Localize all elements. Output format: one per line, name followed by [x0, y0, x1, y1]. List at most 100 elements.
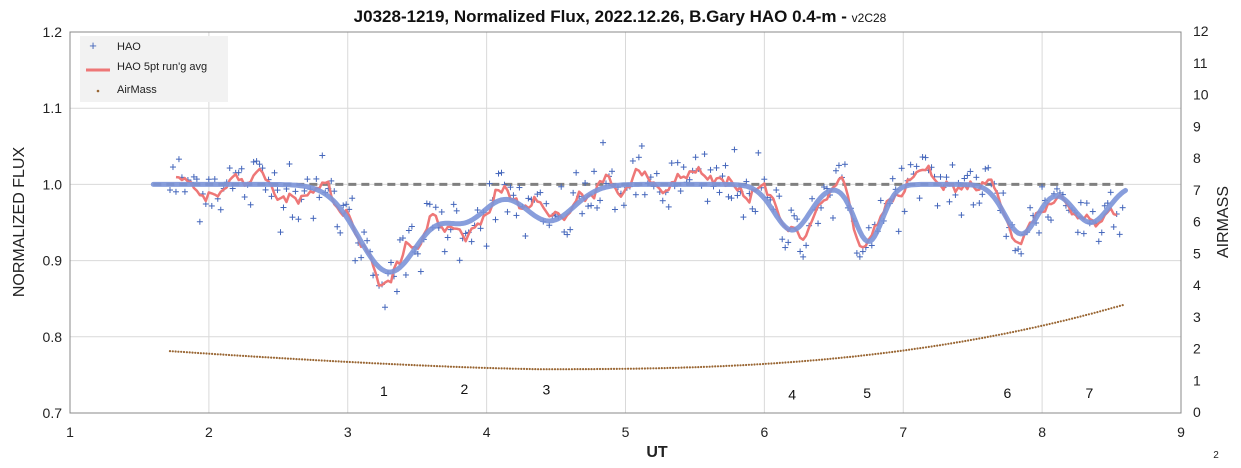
y2-tick-label: 4 — [1193, 277, 1201, 293]
airmass-point — [812, 359, 815, 362]
airmass-point — [958, 340, 961, 344]
airmass-point — [750, 363, 753, 366]
hao-point — [1098, 229, 1105, 236]
airmass-point — [334, 360, 337, 363]
hao-point — [169, 164, 176, 171]
hao-point — [967, 168, 974, 175]
hao-point — [889, 175, 896, 182]
y-tick-label: 1.1 — [43, 100, 63, 116]
hao-point — [800, 253, 807, 260]
hao-point — [295, 216, 302, 223]
airmass-point — [933, 344, 936, 348]
hao-point — [1074, 229, 1081, 236]
airmass-point — [857, 354, 860, 358]
airmass-point — [503, 367, 506, 370]
airmass-point — [964, 339, 967, 343]
hao-point — [1053, 185, 1060, 192]
x-tick-labels: 1 2 3 4 5 6 7 8 9 — [66, 424, 1185, 440]
hao-point — [973, 174, 980, 181]
airmass-point — [981, 336, 984, 340]
airmass-point — [882, 351, 885, 355]
hao-point — [979, 191, 986, 198]
airmass-point — [705, 365, 708, 368]
hao-point — [1110, 223, 1117, 230]
airmass-point — [885, 351, 888, 354]
airmass-point — [860, 354, 863, 357]
airmass-point — [759, 363, 762, 366]
airmass-point — [233, 354, 236, 357]
hao-point — [725, 193, 732, 200]
hao-point — [570, 189, 577, 196]
airmass-point — [306, 358, 309, 361]
airmass-point — [944, 343, 947, 346]
dip-label: 7 — [1085, 385, 1093, 401]
hao-point — [907, 161, 914, 168]
airmass-point — [244, 354, 247, 358]
y-tick-label: 1.2 — [43, 24, 63, 40]
airmass-point — [317, 359, 320, 362]
airmass-point — [1042, 324, 1046, 327]
hao-point — [964, 172, 971, 179]
airmass-point — [660, 367, 663, 370]
airmass-point — [598, 367, 602, 371]
hao-point — [919, 154, 926, 161]
airmass-point — [612, 367, 616, 370]
airmass-point — [278, 357, 281, 360]
airmass-point — [815, 359, 818, 362]
airmass-point — [893, 350, 897, 353]
airmass-point — [559, 368, 562, 371]
dip-label: 6 — [1004, 385, 1012, 401]
airmass-point — [671, 366, 675, 369]
airmass-point — [292, 357, 295, 360]
airmass-point — [1121, 304, 1124, 307]
hao-point — [1018, 250, 1025, 257]
hao-point — [516, 184, 523, 191]
airmass-point — [719, 365, 722, 368]
airmass-point — [301, 358, 304, 361]
airmass-point — [941, 343, 944, 346]
hao-point — [1000, 190, 1007, 197]
hao-point — [310, 215, 317, 222]
airmass-point — [331, 360, 335, 363]
airmass-point — [197, 351, 200, 355]
airmass-point — [989, 335, 992, 338]
airmass-point — [537, 368, 540, 371]
airmass-point — [784, 361, 787, 364]
airmass-point — [778, 361, 781, 364]
airmass-point — [593, 368, 596, 371]
airmass-point — [247, 355, 250, 358]
x-tick-label: 5 — [622, 424, 630, 440]
hao-point — [193, 176, 200, 183]
hao-point — [280, 204, 287, 211]
hao-point — [340, 202, 347, 209]
airmass-point — [1059, 320, 1062, 323]
hao-point — [247, 201, 254, 208]
airmass-point — [742, 364, 745, 367]
hao-point — [564, 231, 571, 238]
hao-point — [474, 207, 481, 214]
hao-point — [916, 195, 923, 202]
airmass-point — [663, 367, 666, 370]
model-curve — [150, 181, 1128, 275]
airmass-point — [930, 345, 933, 348]
airmass-point — [455, 365, 458, 368]
airmass-point — [596, 367, 599, 371]
airmass-point — [421, 364, 424, 367]
hao-point — [794, 216, 801, 223]
hao-point — [256, 161, 263, 168]
hao-point — [292, 188, 299, 195]
airmass-point — [402, 363, 405, 366]
airmass-point — [804, 359, 807, 363]
airmass-point — [562, 368, 565, 371]
airmass-point — [267, 356, 270, 359]
airmass-point — [523, 367, 526, 370]
airmass-point — [393, 363, 396, 366]
x-tick-label: 3 — [344, 424, 352, 440]
airmass-point — [219, 353, 222, 356]
hao-point — [399, 235, 406, 242]
x-axis-title: UT — [646, 444, 668, 461]
airmass-point — [284, 357, 287, 360]
airmass-point — [582, 368, 585, 371]
hao-point — [716, 189, 723, 196]
x-tick-label: 2 — [205, 424, 213, 440]
